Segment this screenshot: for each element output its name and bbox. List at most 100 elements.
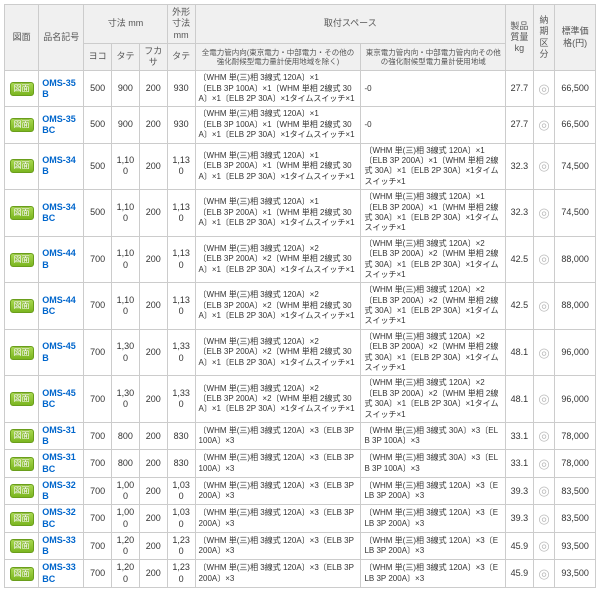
drawing-button[interactable]: 図面: [10, 206, 34, 220]
space2-cell: 〔WHM 単(三)相 3線式 120A〕×2〔ELB 3P 200A〕×2〔WH…: [361, 376, 506, 423]
drawing-button[interactable]: 図面: [10, 484, 34, 498]
model-cell[interactable]: OMS-34B: [39, 143, 84, 190]
model-cell[interactable]: OMS-31BC: [39, 450, 84, 478]
table-row: 図面OMS-34BC5001,1002001,130〔WHM 単(三)相 3線式…: [5, 190, 596, 237]
model-cell[interactable]: OMS-34BC: [39, 190, 84, 237]
tate-cell: 1,100: [112, 283, 140, 330]
tate-cell: 900: [112, 71, 140, 107]
yoko-cell: 500: [84, 107, 112, 143]
col-zumen: 図面: [5, 5, 39, 71]
drawing-cell: 図面: [5, 532, 39, 560]
lead-icon: ◎: [538, 428, 549, 443]
price-cell: 74,500: [555, 190, 596, 237]
model-cell[interactable]: OMS-35BC: [39, 107, 84, 143]
model-cell[interactable]: OMS-35B: [39, 71, 84, 107]
weight-cell: 42.5: [506, 236, 534, 283]
yoko-cell: 700: [84, 477, 112, 505]
model-cell[interactable]: OMS-45BC: [39, 376, 84, 423]
table-row: 図面OMS-35BC500900200930〔WHM 単(三)相 3線式 120…: [5, 107, 596, 143]
table-row: 図面OMS-31B700800200830〔WHM 単(三)相 3線式 120A…: [5, 422, 596, 450]
tate2-cell: 1,030: [167, 477, 195, 505]
drawing-button[interactable]: 図面: [10, 82, 34, 96]
model-cell[interactable]: OMS-33B: [39, 532, 84, 560]
tate2-cell: 1,230: [167, 560, 195, 588]
space2-cell: 〔WHM 単(三)相 3線式 30A〕×3〔ELB 3P 100A〕×3: [361, 450, 506, 478]
space2-cell: 〔WHM 単(三)相 3線式 120A〕×2〔ELB 3P 200A〕×2〔WH…: [361, 236, 506, 283]
lead-icon: ◎: [538, 456, 549, 471]
yoko-cell: 700: [84, 422, 112, 450]
lead-cell: ◎: [533, 477, 554, 505]
model-cell[interactable]: OMS-32B: [39, 477, 84, 505]
table-body: 図面OMS-35B500900200930〔WHM 単(三)相 3線式 120A…: [5, 71, 596, 588]
lead-cell: ◎: [533, 190, 554, 237]
weight-cell: 39.3: [506, 477, 534, 505]
col-fukasa: フカサ: [139, 43, 167, 71]
price-cell: 96,000: [555, 376, 596, 423]
model-cell[interactable]: OMS-44B: [39, 236, 84, 283]
space1-cell: 〔WHM 単(三)相 3線式 120A〕×2〔ELB 3P 200A〕×2〔WH…: [195, 376, 361, 423]
weight-cell: 45.9: [506, 532, 534, 560]
drawing-button[interactable]: 図面: [10, 392, 34, 406]
table-header: 図面 品名記号 寸法 mm 外形寸法 mm 取付スペース 製品質量 kg 納期区…: [5, 5, 596, 71]
tate-cell: 1,200: [112, 560, 140, 588]
col-tate2: タテ: [167, 43, 195, 71]
tate-cell: 1,100: [112, 143, 140, 190]
yoko-cell: 700: [84, 283, 112, 330]
drawing-cell: 図面: [5, 560, 39, 588]
col-price: 標準価格(円): [555, 5, 596, 71]
fukasa-cell: 200: [139, 560, 167, 588]
model-cell[interactable]: OMS-33BC: [39, 560, 84, 588]
model-cell[interactable]: OMS-31B: [39, 422, 84, 450]
lead-cell: ◎: [533, 236, 554, 283]
fukasa-cell: 200: [139, 143, 167, 190]
drawing-button[interactable]: 図面: [10, 159, 34, 173]
drawing-button[interactable]: 図面: [10, 253, 34, 267]
drawing-cell: 図面: [5, 329, 39, 376]
table-row: 図面OMS-31BC700800200830〔WHM 単(三)相 3線式 120…: [5, 450, 596, 478]
yoko-cell: 700: [84, 532, 112, 560]
space2-cell: 〔WHM 単(三)相 3線式 30A〕×3〔ELB 3P 100A〕×3: [361, 422, 506, 450]
tate-cell: 1,200: [112, 532, 140, 560]
model-cell[interactable]: OMS-32BC: [39, 505, 84, 533]
space2-cell: -0: [361, 107, 506, 143]
drawing-button[interactable]: 図面: [10, 118, 34, 132]
space1-cell: 〔WHM 単(三)相 3線式 120A〕×3〔ELB 3P 100A〕×3: [195, 422, 361, 450]
drawing-button[interactable]: 図面: [10, 512, 34, 526]
fukasa-cell: 200: [139, 376, 167, 423]
price-cell: 88,000: [555, 283, 596, 330]
tate-cell: 1,100: [112, 190, 140, 237]
yoko-cell: 700: [84, 236, 112, 283]
tate-cell: 1,000: [112, 477, 140, 505]
drawing-cell: 図面: [5, 190, 39, 237]
drawing-button[interactable]: 図面: [10, 457, 34, 471]
price-cell: 66,500: [555, 107, 596, 143]
model-cell[interactable]: OMS-45B: [39, 329, 84, 376]
drawing-button[interactable]: 図面: [10, 567, 34, 581]
drawing-button[interactable]: 図面: [10, 429, 34, 443]
drawing-cell: 図面: [5, 236, 39, 283]
space2-cell: -0: [361, 71, 506, 107]
drawing-cell: 図面: [5, 107, 39, 143]
space1-cell: 〔WHM 単(三)相 3線式 120A〕×2〔ELB 3P 200A〕×2〔WH…: [195, 236, 361, 283]
space2-cell: 〔WHM 単(三)相 3線式 120A〕×3〔ELB 3P 200A〕×3: [361, 505, 506, 533]
fukasa-cell: 200: [139, 422, 167, 450]
drawing-button[interactable]: 図面: [10, 346, 34, 360]
lead-cell: ◎: [533, 422, 554, 450]
lead-icon: ◎: [538, 511, 549, 526]
drawing-cell: 図面: [5, 376, 39, 423]
tate-cell: 1,300: [112, 329, 140, 376]
lead-icon: ◎: [538, 251, 549, 266]
drawing-button[interactable]: 図面: [10, 299, 34, 313]
model-cell[interactable]: OMS-44BC: [39, 283, 84, 330]
fukasa-cell: 200: [139, 190, 167, 237]
tate-cell: 1,300: [112, 376, 140, 423]
table-row: 図面OMS-44BC7001,1002001,130〔WHM 単(三)相 3線式…: [5, 283, 596, 330]
weight-cell: 42.5: [506, 283, 534, 330]
fukasa-cell: 200: [139, 329, 167, 376]
price-cell: 93,500: [555, 532, 596, 560]
table-row: 図面OMS-32B7001,0002001,030〔WHM 単(三)相 3線式 …: [5, 477, 596, 505]
col-lead: 納期区分: [533, 5, 554, 71]
price-cell: 83,500: [555, 477, 596, 505]
lead-cell: ◎: [533, 283, 554, 330]
drawing-button[interactable]: 図面: [10, 539, 34, 553]
